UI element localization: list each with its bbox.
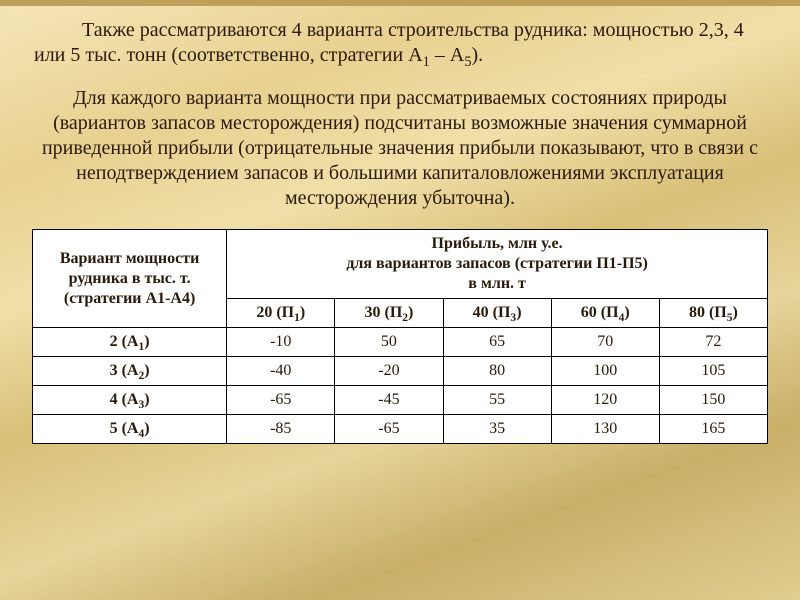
profit-table-wrapper: Вариант мощности рудника в тыс. т. (стра… [32,229,768,444]
table-header: Вариант мощности рудника в тыс. т. (стра… [33,230,768,328]
row-header-1: 2 (А1) [33,328,227,357]
cell-r2-c1: -40 [227,357,335,386]
p1-sub1: 1 [423,54,430,70]
row-header-3: 4 (А3) [33,386,227,415]
p1-sub2: 5 [464,54,471,70]
hdr-right-l1: Прибыль, млн у.е. [432,235,563,252]
cell-r4-c3: 35 [443,415,551,444]
table-row: 4 (А3)-65-4555120150 [33,386,768,415]
cell-r1-c4: 70 [551,328,659,357]
table-row: 5 (А4)-85-6535130165 [33,415,768,444]
cell-r1-c1: -10 [227,328,335,357]
table-row: 2 (А1)-1050657072 [33,328,768,357]
cell-r2-c5: 105 [659,357,767,386]
cell-r3-c2: -45 [335,386,443,415]
cell-r3-c3: 55 [443,386,551,415]
row-header-4: 5 (А4) [33,415,227,444]
hdr-left-l3: (стратегии А1-А4) [64,290,195,307]
header-right: Прибыль, млн у.е. для вариантов запасов … [227,230,768,299]
cell-r1-c3: 65 [443,328,551,357]
cell-r3-c4: 120 [551,386,659,415]
cell-r4-c5: 165 [659,415,767,444]
hdr-right-l3: в млн. т [468,275,526,292]
p1-post: ). [472,44,484,66]
cell-r1-c5: 72 [659,328,767,357]
header-left: Вариант мощности рудника в тыс. т. (стра… [33,230,227,328]
cell-r3-c5: 150 [659,386,767,415]
column-header-2: 30 (П2) [335,299,443,328]
cell-r2-c4: 100 [551,357,659,386]
cell-r4-c2: -65 [335,415,443,444]
p1-pre: Также рассматриваются 4 варианта строите… [34,19,744,66]
cell-r2-c2: -20 [335,357,443,386]
table-body: 2 (А1)-10506570723 (А2)-40-20801001054 (… [33,328,768,444]
cell-r2-c3: 80 [443,357,551,386]
paragraph-2: Для каждого варианта мощности при рассма… [34,86,766,211]
cell-r1-c2: 50 [335,328,443,357]
column-header-3: 40 (П3) [443,299,551,328]
cell-r3-c1: -65 [227,386,335,415]
cell-r4-c4: 130 [551,415,659,444]
column-header-5: 80 (П5) [659,299,767,328]
hdr-left-l2: рудника в тыс. т. [69,270,191,287]
cell-r4-c1: -85 [227,415,335,444]
paragraph-1: Также рассматриваются 4 варианта строите… [34,18,766,68]
hdr-right-l2: для вариантов запасов (стратегии П1-П5) [346,255,648,272]
hdr-left-l1: Вариант мощности [60,250,199,267]
column-header-4: 60 (П4) [551,299,659,328]
row-header-2: 3 (А2) [33,357,227,386]
column-header-1: 20 (П1) [227,299,335,328]
p1-mid: – А [430,44,464,66]
table-row: 3 (А2)-40-2080100105 [33,357,768,386]
table-header-row-1: Вариант мощности рудника в тыс. т. (стра… [33,230,768,299]
profit-table: Вариант мощности рудника в тыс. т. (стра… [32,229,768,444]
decorative-top-bar [0,0,800,6]
